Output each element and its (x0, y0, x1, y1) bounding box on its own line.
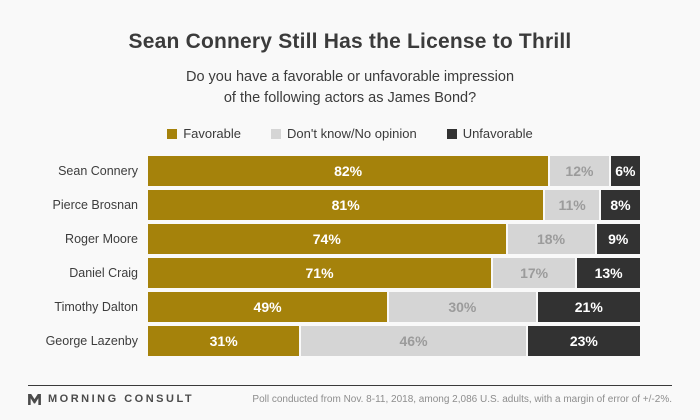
chart-row: Daniel Craig 71% 17% 13% (0, 258, 700, 289)
bar-segment: 18% (507, 224, 595, 255)
bar-segment: 11% (545, 190, 599, 221)
chart-row: Sean Connery 82% 12% 6% (0, 156, 700, 187)
legend-swatch-icon (271, 128, 282, 139)
bar-segment: 21% (537, 292, 641, 323)
legend-swatch-icon (167, 128, 178, 139)
bar-segment: 31% (148, 326, 300, 357)
legend-label: Favorable (183, 126, 242, 142)
source-note: Poll conducted from Nov. 8-11, 2018, amo… (252, 393, 672, 405)
bar-group: 74% 18% 9% (148, 224, 640, 255)
bar-segment: 30% (389, 292, 536, 323)
bar-segment: 12% (550, 156, 609, 187)
chart-legend: Favorable Don't know/No opinion Unfavorabl… (0, 126, 700, 141)
bar-segment: 74% (148, 224, 506, 255)
legend-label: Unfavorable (462, 126, 533, 142)
bar-segment: 8% (600, 190, 641, 221)
page-title: Sean Connery Still Has the License to Th… (128, 30, 572, 53)
bar-segment: 9% (596, 224, 640, 255)
chart-row: Timothy Dalton 49% 30% 21% (0, 292, 700, 323)
subtitle-line-2: of the following actors as James Bond? (223, 90, 477, 107)
row-label: Sean Connery (58, 164, 138, 179)
bar-segment: 46% (301, 326, 526, 357)
legend-item: Don't know/No opinion (271, 126, 417, 141)
bar-group: 49% 30% 21% (148, 292, 641, 323)
row-label: George Lazenby (45, 334, 138, 349)
legend-item: Favorable (167, 126, 241, 141)
bar-segment: 13% (577, 258, 640, 289)
row-label: Pierce Brosnan (52, 198, 138, 213)
bar-segment: 49% (148, 292, 388, 323)
brand-name: MORNING CONSULT (48, 393, 195, 405)
chart-row: Roger Moore 74% 18% 9% (0, 224, 700, 255)
row-label: Roger Moore (65, 232, 138, 247)
bar-segment: 23% (527, 326, 640, 357)
chart-row: George Lazenby 31% 46% 23% (0, 326, 700, 357)
legend-label: Don't know/No opinion (287, 126, 417, 142)
bar-segment: 71% (148, 258, 492, 289)
bar-segment: 17% (493, 258, 576, 289)
chart-subtitle: Do you have a favorable or unfavorable i… (0, 67, 700, 109)
bar-group: 81% 11% 8% (148, 190, 641, 221)
legend-item: Unfavorable (446, 126, 533, 142)
legend-swatch-icon (446, 128, 457, 139)
row-label: Daniel Craig (69, 266, 138, 281)
bar-group: 71% 17% 13% (148, 258, 640, 289)
stacked-bar-chart: Sean Connery 82% 12% 6% Pierce Brosnan 81% 11%… (0, 156, 700, 357)
bar-group: 82% 12% 6% (148, 156, 640, 187)
subtitle-line-1: Do you have a favorable or unfavorable i… (185, 69, 515, 85)
bar-segment: 82% (148, 156, 549, 187)
chart-row: Pierce Brosnan 81% 11% 8% (0, 190, 700, 221)
bar-group: 31% 46% 23% (148, 326, 640, 357)
brand-logo: MORNING CONSULT (28, 393, 194, 405)
footer: MORNING CONSULT Poll conducted from Nov.… (28, 385, 672, 405)
bar-segment: 6% (610, 156, 640, 187)
morning-consult-logo-icon (28, 393, 41, 405)
row-label: Timothy Dalton (54, 300, 138, 315)
bar-segment: 81% (148, 190, 544, 221)
